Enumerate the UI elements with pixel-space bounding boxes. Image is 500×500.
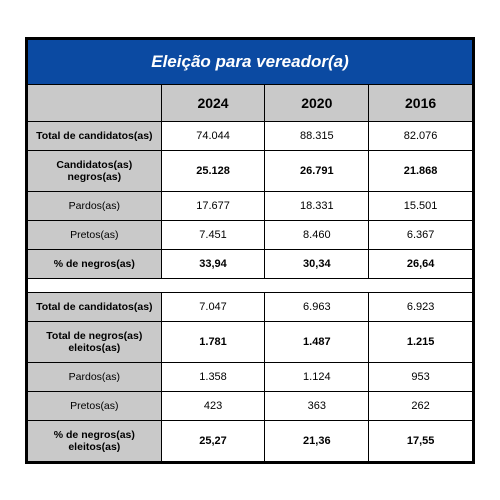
data-cell: 7.047 bbox=[161, 292, 265, 321]
data-cell: 423 bbox=[161, 391, 265, 420]
header-2016: 2016 bbox=[369, 84, 473, 121]
data-cell: 6.923 bbox=[369, 292, 473, 321]
data-cell: 1.358 bbox=[161, 362, 265, 391]
data-cell: 17.677 bbox=[161, 191, 265, 220]
header-blank bbox=[28, 84, 162, 121]
data-cell: 262 bbox=[369, 391, 473, 420]
table-row: % de negros(as) eleitos(as) 25,27 21,36 … bbox=[28, 420, 473, 461]
row-label: Pretos(as) bbox=[28, 220, 162, 249]
header-2020: 2020 bbox=[265, 84, 369, 121]
header-2024: 2024 bbox=[161, 84, 265, 121]
row-label: Pardos(as) bbox=[28, 362, 162, 391]
row-label: Total de negros(as) eleitos(as) bbox=[28, 321, 162, 362]
table-row: Pardos(as) 1.358 1.124 953 bbox=[28, 362, 473, 391]
table-row: Pretos(as) 7.451 8.460 6.367 bbox=[28, 220, 473, 249]
data-cell: 33,94 bbox=[161, 249, 265, 278]
spacer-row bbox=[28, 278, 473, 292]
header-row: 2024 2020 2016 bbox=[28, 84, 473, 121]
data-cell: 8.460 bbox=[265, 220, 369, 249]
data-cell: 26,64 bbox=[369, 249, 473, 278]
data-cell: 21.868 bbox=[369, 150, 473, 191]
row-label: Pardos(as) bbox=[28, 191, 162, 220]
data-cell: 25,27 bbox=[161, 420, 265, 461]
table-row: Pretos(as) 423 363 262 bbox=[28, 391, 473, 420]
row-label: Pretos(as) bbox=[28, 391, 162, 420]
spacer-cell bbox=[28, 278, 473, 292]
data-cell: 363 bbox=[265, 391, 369, 420]
table-row: % de negros(as) 33,94 30,34 26,64 bbox=[28, 249, 473, 278]
table-row: Total de candidatos(as) 7.047 6.963 6.92… bbox=[28, 292, 473, 321]
election-table-container: Eleição para vereador(a) 2024 2020 2016 … bbox=[25, 37, 475, 464]
election-table: Eleição para vereador(a) 2024 2020 2016 … bbox=[27, 39, 473, 462]
data-cell: 1.781 bbox=[161, 321, 265, 362]
title-row: Eleição para vereador(a) bbox=[28, 39, 473, 84]
row-label: % de negros(as) eleitos(as) bbox=[28, 420, 162, 461]
data-cell: 6.963 bbox=[265, 292, 369, 321]
data-cell: 15.501 bbox=[369, 191, 473, 220]
row-label: % de negros(as) bbox=[28, 249, 162, 278]
table-row: Candidatos(as) negros(as) 25.128 26.791 … bbox=[28, 150, 473, 191]
data-cell: 25.128 bbox=[161, 150, 265, 191]
data-cell: 1.124 bbox=[265, 362, 369, 391]
table-row: Pardos(as) 17.677 18.331 15.501 bbox=[28, 191, 473, 220]
table-row: Total de candidatos(as) 74.044 88.315 82… bbox=[28, 121, 473, 150]
data-cell: 88.315 bbox=[265, 121, 369, 150]
data-cell: 7.451 bbox=[161, 220, 265, 249]
data-cell: 17,55 bbox=[369, 420, 473, 461]
data-cell: 21,36 bbox=[265, 420, 369, 461]
data-cell: 26.791 bbox=[265, 150, 369, 191]
table-title: Eleição para vereador(a) bbox=[28, 39, 473, 84]
data-cell: 18.331 bbox=[265, 191, 369, 220]
data-cell: 74.044 bbox=[161, 121, 265, 150]
data-cell: 1.215 bbox=[369, 321, 473, 362]
data-cell: 953 bbox=[369, 362, 473, 391]
data-cell: 82.076 bbox=[369, 121, 473, 150]
row-label: Candidatos(as) negros(as) bbox=[28, 150, 162, 191]
table-row: Total de negros(as) eleitos(as) 1.781 1.… bbox=[28, 321, 473, 362]
data-cell: 30,34 bbox=[265, 249, 369, 278]
data-cell: 1.487 bbox=[265, 321, 369, 362]
row-label: Total de candidatos(as) bbox=[28, 121, 162, 150]
row-label: Total de candidatos(as) bbox=[28, 292, 162, 321]
data-cell: 6.367 bbox=[369, 220, 473, 249]
